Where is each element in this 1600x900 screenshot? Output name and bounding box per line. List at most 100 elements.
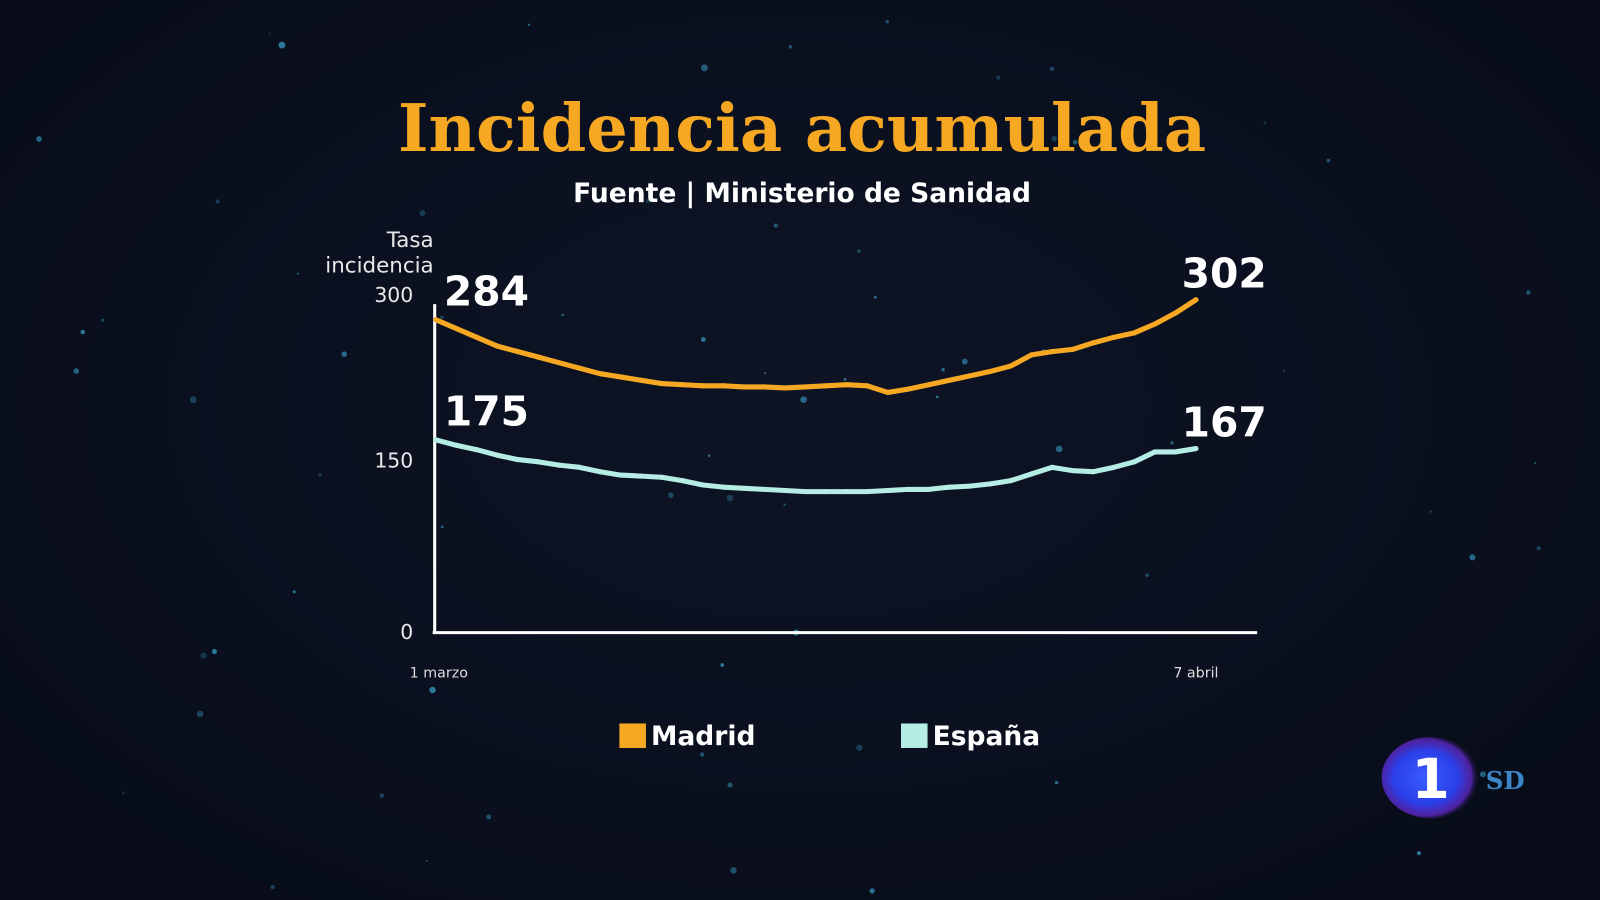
data-point-espana	[453, 442, 459, 448]
particle	[80, 329, 85, 335]
particle	[668, 492, 674, 499]
particle	[1526, 290, 1531, 295]
data-point-espana	[802, 489, 809, 495]
particle	[1145, 573, 1149, 577]
data-point-espana	[576, 464, 583, 470]
y-tick-label-300: 300	[374, 283, 413, 307]
legend-swatch-madrid	[619, 723, 646, 748]
particle	[1055, 445, 1063, 453]
particle	[318, 473, 323, 477]
data-point-espana	[638, 473, 644, 479]
particle	[856, 744, 863, 751]
particle	[440, 525, 444, 529]
particle	[869, 888, 875, 894]
data-point-madrid	[1193, 297, 1199, 303]
particle	[961, 358, 968, 365]
particle	[1416, 851, 1421, 856]
data-point-madrid	[1070, 346, 1076, 352]
legend-swatch-espana	[901, 723, 928, 748]
data-point-madrid	[556, 360, 562, 366]
particle	[700, 64, 708, 72]
legend-label-madrid: Madrid	[651, 721, 755, 752]
legend-label-espana: España	[933, 721, 1041, 752]
data-point-madrid	[741, 384, 747, 390]
data-point-espana	[741, 485, 747, 491]
data-point-madrid	[885, 389, 891, 395]
data-point-madrid	[967, 373, 973, 379]
data-point-espana	[1090, 469, 1096, 475]
data-point-madrid	[659, 381, 665, 387]
data-point-espana	[1172, 449, 1178, 455]
particle	[1263, 121, 1267, 125]
particle	[73, 368, 79, 374]
particle	[341, 351, 348, 357]
particle	[941, 367, 945, 372]
particle	[200, 652, 207, 659]
particle	[727, 782, 733, 788]
data-point-madrid	[597, 371, 603, 377]
data-point-madrid	[1090, 340, 1096, 346]
data-point-espana	[597, 469, 603, 475]
data-point-espana	[946, 484, 952, 490]
y-axis-label-line1: Tasa	[386, 228, 434, 253]
data-point-espana	[535, 459, 541, 465]
particle	[215, 199, 220, 204]
data-point-madrid	[864, 383, 870, 389]
particle	[1072, 139, 1078, 145]
data-point-madrid	[453, 325, 459, 332]
particle	[1054, 781, 1059, 785]
series-line-madrid	[433, 297, 1199, 395]
data-point-espana	[1008, 478, 1014, 484]
logo-quality: SD	[1486, 766, 1525, 795]
data-point-madrid	[720, 383, 726, 389]
data-point-espana	[844, 489, 850, 495]
data-point-espana	[494, 452, 500, 458]
data-point-espana	[1070, 468, 1076, 474]
y-tick-label-150: 150	[374, 448, 413, 472]
data-point-madrid	[802, 384, 809, 390]
particle	[122, 791, 125, 795]
data-point-espana	[474, 447, 480, 453]
data-point-madrid	[1172, 310, 1178, 316]
particle	[211, 649, 217, 655]
particle	[379, 793, 385, 798]
particle	[843, 378, 847, 381]
data-point-madrid	[1131, 330, 1137, 336]
particle	[297, 272, 300, 275]
particle	[100, 318, 105, 322]
particle	[419, 210, 426, 216]
particle	[885, 19, 890, 24]
particle	[730, 867, 737, 874]
particle	[763, 372, 766, 375]
particle	[783, 503, 786, 507]
start-label-espana: 175	[444, 388, 529, 436]
particle	[707, 454, 711, 457]
chart-subtitle: Fuente | Ministerio de Sanidad	[573, 178, 1031, 209]
background-particles	[36, 19, 1541, 894]
end-label-espana: 167	[1182, 398, 1267, 446]
particle	[1282, 369, 1286, 373]
particle	[720, 663, 725, 667]
particle	[1170, 441, 1174, 445]
particle	[1480, 771, 1486, 778]
data-point-espana	[700, 482, 706, 488]
data-point-madrid	[618, 374, 624, 380]
particle	[278, 41, 286, 49]
data-point-espana	[761, 486, 768, 492]
particle	[996, 75, 1001, 80]
data-point-madrid	[433, 317, 439, 323]
particle	[196, 710, 204, 718]
particle	[773, 223, 778, 228]
data-point-espana	[659, 474, 665, 480]
data-point-madrid	[946, 377, 952, 383]
data-point-espana	[515, 457, 521, 463]
data-point-espana	[823, 489, 829, 495]
data-point-espana	[1152, 449, 1158, 455]
data-point-madrid	[515, 349, 521, 355]
data-point-madrid	[926, 382, 932, 388]
data-point-espana	[782, 487, 788, 494]
particle	[1049, 66, 1055, 72]
particle	[561, 313, 564, 317]
data-point-madrid	[782, 385, 788, 391]
